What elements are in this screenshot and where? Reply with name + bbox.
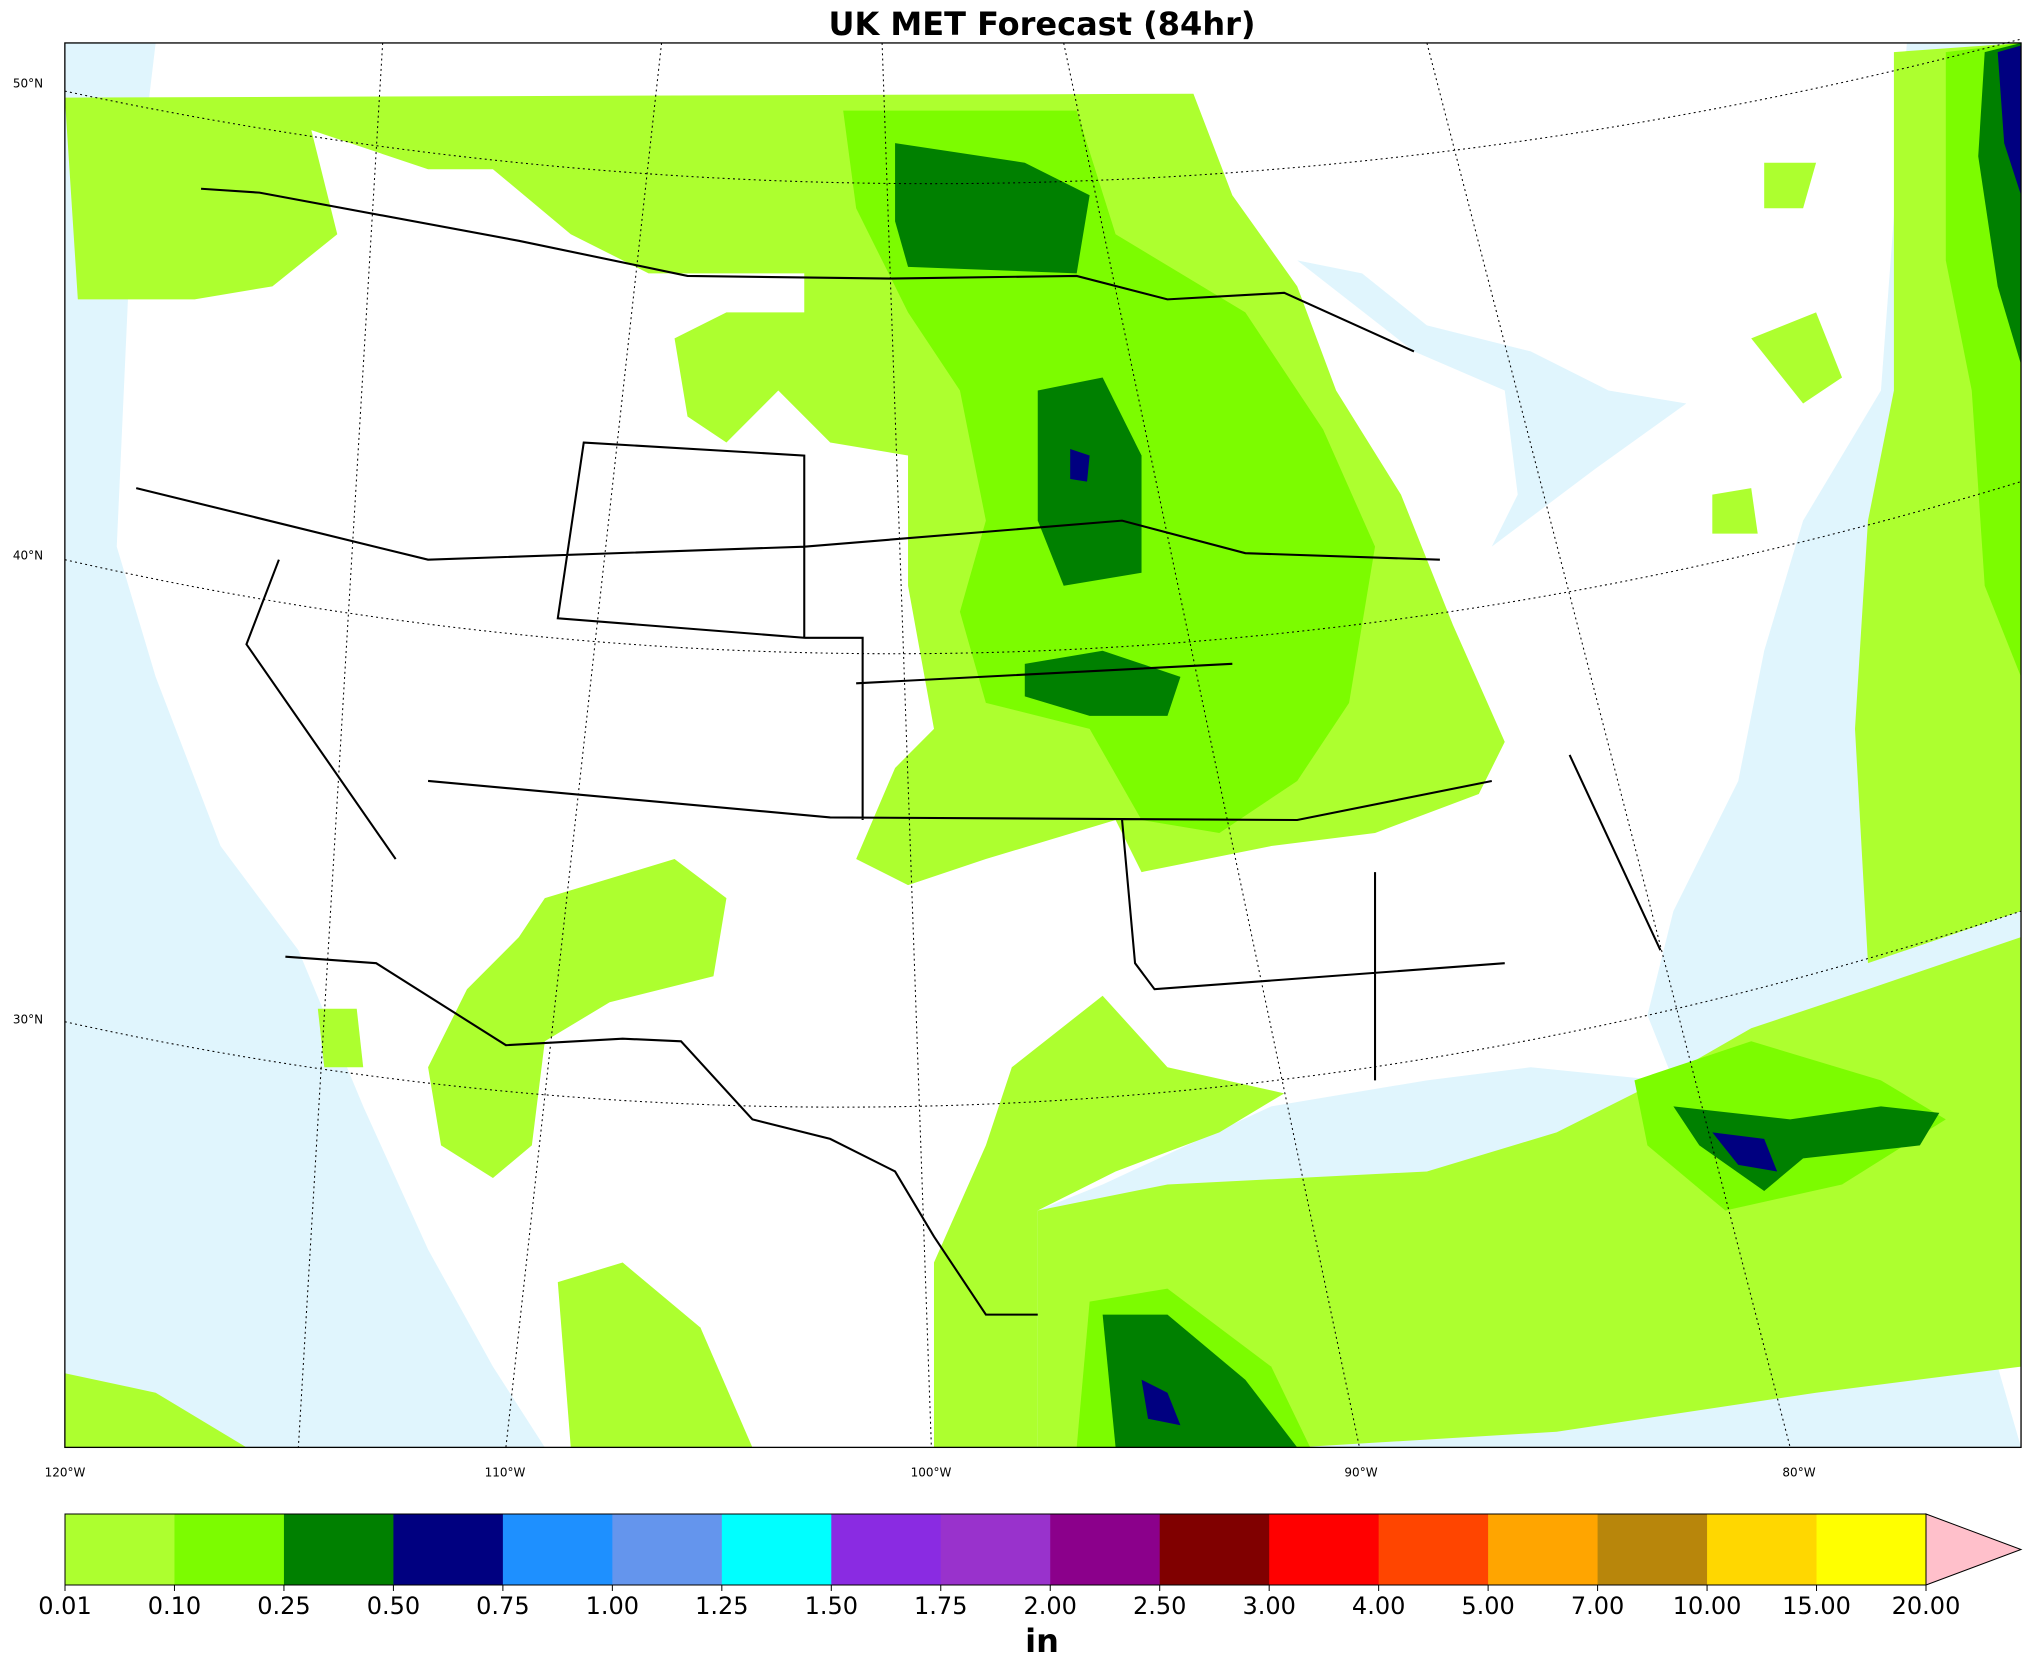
mexico-border: [285, 955, 1038, 1316]
colorbar-label: 1.25: [695, 1592, 748, 1620]
colorbar-label: 5.00: [1461, 1592, 1514, 1620]
colorbar-label: 10.00: [1673, 1592, 1742, 1620]
colorbar-swatch: [393, 1514, 504, 1585]
colorbar-swatch: [1707, 1514, 1818, 1585]
map: [64, 38, 2022, 1449]
colorbar-swatch: [174, 1514, 285, 1585]
colorbar-extend: [1925, 1513, 2023, 1586]
graticule: [64, 38, 2022, 1448]
colorbar-swatch: [721, 1514, 832, 1585]
pacific: [64, 42, 545, 1448]
lon-label: 120°W: [45, 1466, 86, 1480]
state-lines: [135, 441, 1662, 1081]
colorbar-swatch: [1378, 1514, 1489, 1585]
title: UK MET Forecast (84hr): [828, 5, 1255, 43]
colorbar-unit: in: [1025, 1622, 1059, 1660]
lon-label: 110°W: [485, 1466, 526, 1480]
colorbar-swatch: [1597, 1514, 1708, 1585]
lon-label: 80°W: [1782, 1466, 1815, 1480]
colorbar-swatch: [283, 1514, 394, 1585]
colorbar-swatch: [940, 1514, 1051, 1585]
colorbar-label: 0.50: [367, 1592, 420, 1620]
colorbar-swatch: [1488, 1514, 1599, 1585]
colorbar-swatch: [1050, 1514, 1161, 1585]
colorbar-swatch: [65, 1514, 175, 1585]
map-frame: [64, 42, 2022, 1449]
lon-label: 90°W: [1344, 1466, 1377, 1480]
great-lakes: [1297, 260, 1687, 547]
colorbar-frame: [64, 1513, 1927, 1586]
colorbar-swatch: [1269, 1514, 1380, 1585]
precip-very-heavy: [1070, 45, 2022, 1426]
colorbar-label: 1.75: [914, 1592, 967, 1620]
colorbar-label: 15.00: [1782, 1592, 1851, 1620]
colorbar-label: 1.50: [805, 1592, 858, 1620]
colorbar-swatch: [831, 1514, 942, 1585]
colorbar-swatch: [1159, 1514, 1270, 1585]
colorbar-label: 0.75: [476, 1592, 529, 1620]
colorbar-label: 1.00: [586, 1592, 639, 1620]
colorbar-swatch: [612, 1514, 723, 1585]
colorbar-swatch: [502, 1514, 613, 1585]
colorbar-label: 4.00: [1352, 1592, 1405, 1620]
colorbar-label: 2.00: [1024, 1592, 1077, 1620]
lat-label: 50°N: [13, 77, 43, 91]
lon-label: 100°W: [911, 1466, 952, 1480]
colorbar-label: 0.10: [148, 1592, 201, 1620]
lat-label: 30°N: [13, 1013, 43, 1027]
colorbar-label: 3.00: [1242, 1592, 1295, 1620]
colorbar-swatch: [1816, 1514, 1927, 1585]
colorbar-label: 7.00: [1571, 1592, 1624, 1620]
colorbar-label: 0.25: [257, 1592, 310, 1620]
colorbar-label: 0.01: [38, 1592, 91, 1620]
lat-label: 40°N: [13, 549, 43, 563]
colorbar-label: 20.00: [1892, 1592, 1961, 1620]
colorbar-label: 2.50: [1133, 1592, 1186, 1620]
